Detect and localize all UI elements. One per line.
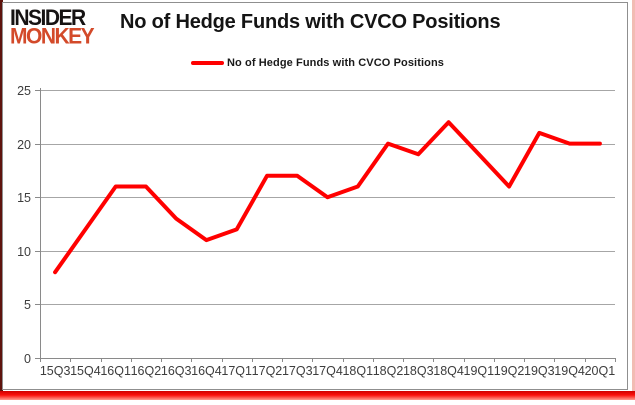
- chart-title: No of Hedge Funds with CVCO Positions: [120, 11, 501, 33]
- x-tick-label: 18Q3: [403, 364, 434, 378]
- x-tick-label: 18Q1: [342, 364, 373, 378]
- logo-word-monkey: MONKEY: [10, 25, 95, 50]
- insider-monkey-logo: INSIDER MONKEY: [10, 5, 95, 50]
- x-tick-label: 20Q1: [585, 364, 616, 378]
- y-tick-label: 5: [24, 298, 31, 312]
- x-tick-label: 15Q4: [70, 364, 101, 378]
- x-tick-label: 17Q1: [221, 364, 252, 378]
- legend: No of Hedge Funds with CVCO Positions: [0, 57, 635, 69]
- y-tick-label: 20: [17, 138, 31, 152]
- y-tick-label: 10: [17, 245, 31, 259]
- x-tick-label: 19Q4: [554, 364, 585, 378]
- legend-line-swatch: [191, 61, 224, 65]
- x-tick-label: 15Q3: [40, 364, 71, 378]
- x-tick-label: 18Q4: [433, 364, 464, 378]
- chart-frame: [2, 2, 628, 390]
- card-left-border: [0, 0, 3, 391]
- x-tick-label: 16Q2: [131, 364, 162, 378]
- x-tick-label: 16Q3: [161, 364, 192, 378]
- y-tick-label: 0: [24, 352, 31, 366]
- x-tick-label: 17Q2: [252, 364, 283, 378]
- x-tick-label: 17Q4: [312, 364, 343, 378]
- legend-label: No of Hedge Funds with CVCO Positions: [227, 57, 444, 69]
- y-tick-label: 15: [17, 191, 31, 205]
- x-tick-label: 16Q1: [100, 364, 131, 378]
- data-series-line: [53, 120, 602, 275]
- y-tick-label: 25: [17, 84, 31, 98]
- x-tick-label: 18Q2: [373, 364, 404, 378]
- x-tick-label: 19Q2: [494, 364, 525, 378]
- bottom-red-bar: [0, 391, 635, 400]
- x-tick-label: 16Q4: [191, 364, 222, 378]
- x-tick-label: 17Q3: [282, 364, 313, 378]
- logo-word-insider: INSIDER: [10, 5, 86, 30]
- x-tick-label: 19Q3: [524, 364, 555, 378]
- x-tick-label: 19Q1: [464, 364, 495, 378]
- card-right-border: [632, 0, 635, 391]
